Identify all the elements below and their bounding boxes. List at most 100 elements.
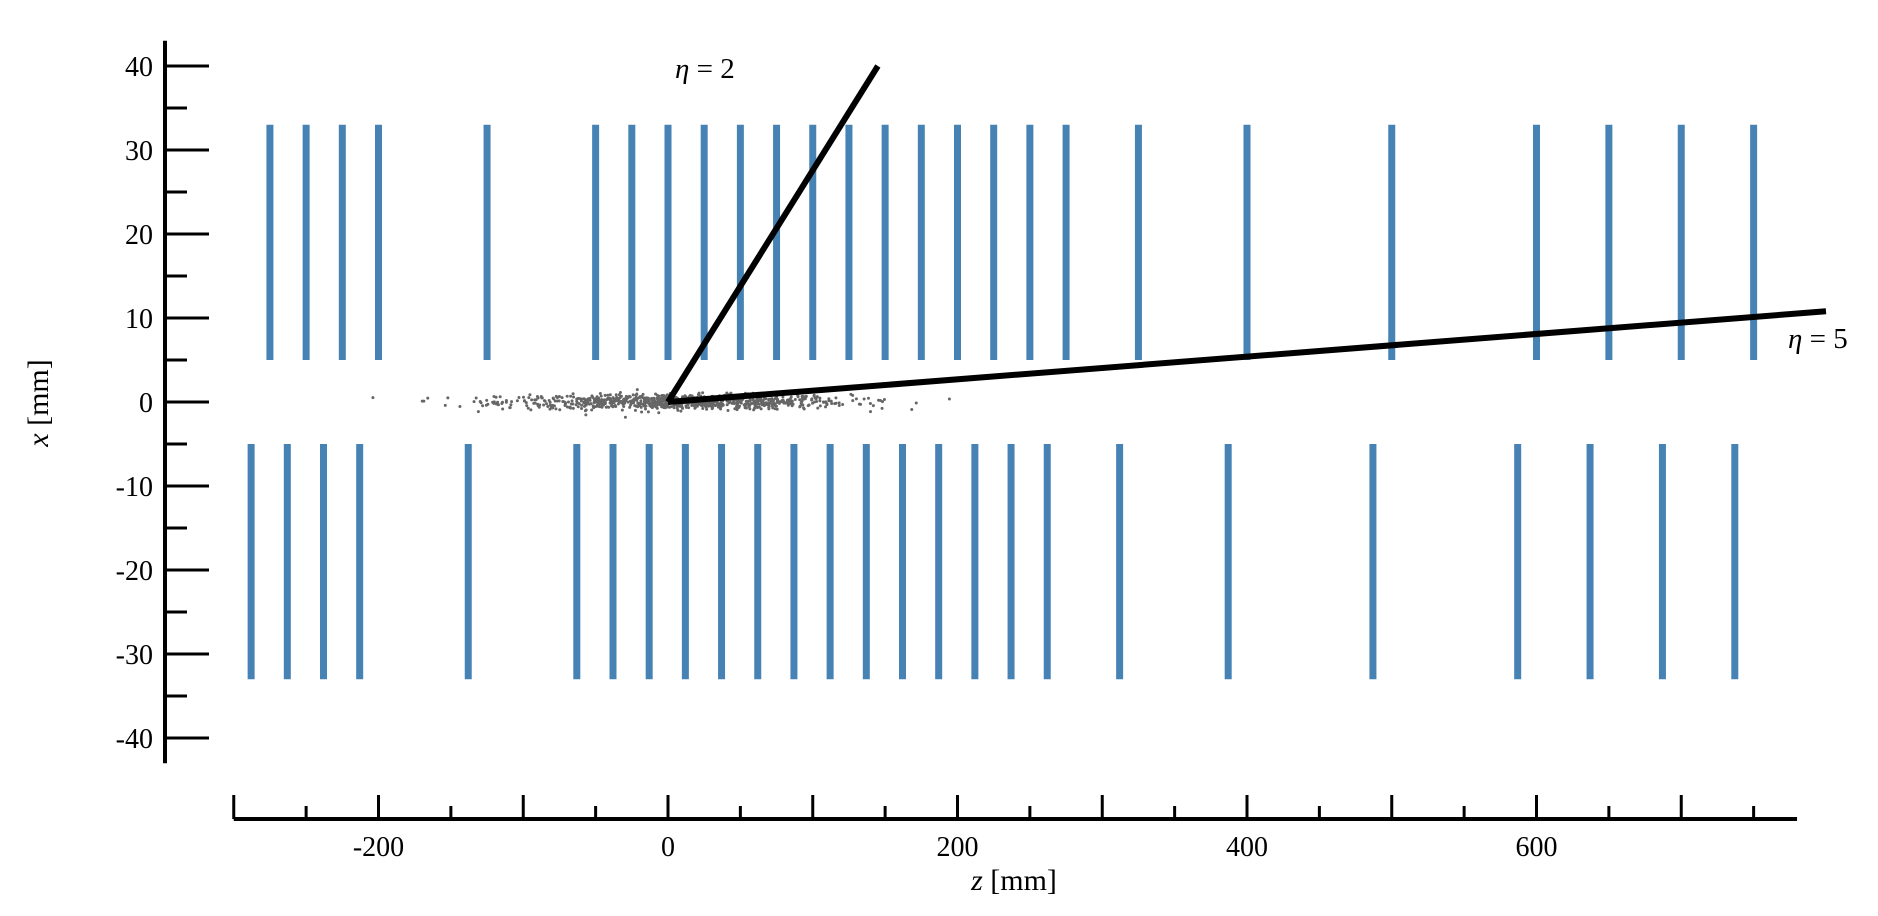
vertex-point [536,396,540,400]
vertex-point [486,402,490,406]
vertex-point [587,402,591,406]
vertex-point [526,406,530,410]
vertex-point [565,394,569,398]
vertex-point [628,405,632,409]
vertex-point [705,407,709,411]
vertex-point [609,397,613,401]
vertex-point [528,393,532,397]
vertex-point [658,402,662,406]
vertex-point [793,398,797,402]
vertex-point [753,406,757,410]
vertex-point [657,411,661,415]
vertex-point [582,397,586,401]
vertex-point [823,400,827,404]
vertex-point [446,396,450,400]
vertex-point [542,399,546,403]
vertex-point [371,396,375,400]
vertex-point [508,406,512,410]
vertex-point [563,404,567,408]
x-axis-label: z [mm] [970,864,1057,897]
vertex-point [534,398,538,402]
vertex-point [584,413,588,417]
x-tick-label: 0 [661,832,675,863]
vertex-point [583,409,587,413]
vertex-point [638,395,642,399]
vertex-point [868,401,872,405]
vertex-point [426,396,430,400]
vertex-point [560,396,564,400]
vertex-point [458,404,462,408]
vertex-point [830,402,834,406]
vertex-point [774,404,778,408]
vertex-point [710,407,714,411]
vertex-point [580,406,584,410]
vertex-point [696,393,700,397]
vertex-point [602,399,606,403]
x-tick-label: 200 [937,832,979,863]
vertex-point [492,401,496,405]
vertex-point [687,406,691,410]
vertex-point [866,396,870,400]
vertex-point [592,404,596,408]
vertex-point [614,393,618,397]
vertex-point [769,401,773,405]
track-label-eta-2: η = 2 [675,53,735,85]
vertex-point [632,401,636,405]
track-eta-2 [665,64,881,404]
vertex-point [790,399,794,403]
x-tick-label: 400 [1226,832,1268,863]
vertex-point [602,403,606,407]
vertex-point [764,401,768,405]
vertex-point [576,405,580,409]
vertex-point [651,397,655,401]
vertex-point [752,401,756,405]
vertex-point [818,399,822,403]
vertex-point [615,399,619,403]
vertex-point [590,394,594,398]
vertex-point [802,407,806,411]
vertex-point [548,407,552,411]
vertex-point [721,403,725,407]
vertex-point [655,397,659,401]
vertex-point [566,400,570,404]
vertex-point [802,397,806,401]
vertex-point [755,402,759,406]
vertex-point [772,403,776,407]
vertex-point [713,404,717,408]
vertex-point [701,407,705,411]
vertex-point [690,394,694,398]
vertex-point [645,400,649,404]
y-axis-label: x [mm] [22,359,55,447]
vertex-point [748,407,752,411]
vertex-point [663,406,667,410]
vertex-point [498,395,502,399]
vertex-point [633,408,637,412]
vertex-point [584,402,588,406]
vertex-point [655,393,659,397]
vertex-point [660,396,664,400]
vertex-point [672,406,676,410]
vertex-point [569,394,573,398]
vertex-point [474,396,478,400]
vertex-point [598,391,602,395]
vertex-point [757,398,761,402]
vertex-point [551,406,555,410]
y-axis: 40 30 20 10 0 -10 -20 -30 -40 [116,40,209,764]
vertex-point [617,397,621,401]
vertex-point [642,399,646,403]
vertex-point [501,407,505,411]
vertex-point [527,396,531,400]
x-tick-label: -200 [353,832,404,863]
vertex-point [590,408,594,412]
vertex-point [747,404,751,408]
vertex-point [620,408,624,412]
vertex-point [606,396,610,400]
vertex-point [914,401,918,405]
vertex-point [776,400,780,404]
y-tick-label: 0 [139,388,153,419]
vertex-point [509,403,513,407]
vertex-point [530,398,534,402]
vertex-point [536,404,540,408]
vertex-point [552,404,556,408]
vertex-point [695,404,699,408]
